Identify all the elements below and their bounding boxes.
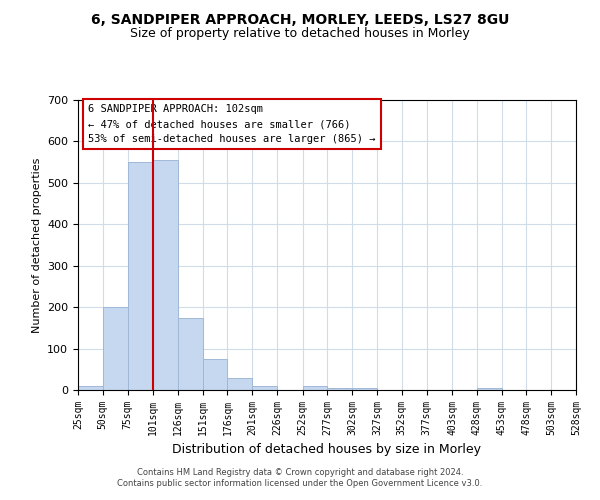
Bar	[252, 386, 277, 390]
Bar	[178, 318, 203, 390]
Bar	[128, 162, 153, 390]
X-axis label: Distribution of detached houses by size in Morley: Distribution of detached houses by size …	[173, 444, 482, 456]
Text: 6 SANDPIPER APPROACH: 102sqm
← 47% of detached houses are smaller (766)
53% of s: 6 SANDPIPER APPROACH: 102sqm ← 47% of de…	[88, 104, 376, 144]
Y-axis label: Number of detached properties: Number of detached properties	[32, 158, 41, 332]
Bar	[103, 307, 128, 390]
Bar	[227, 378, 252, 390]
Bar	[153, 160, 178, 390]
Text: Contains HM Land Registry data © Crown copyright and database right 2024.
Contai: Contains HM Land Registry data © Crown c…	[118, 468, 482, 487]
Text: 6, SANDPIPER APPROACH, MORLEY, LEEDS, LS27 8GU: 6, SANDPIPER APPROACH, MORLEY, LEEDS, LS…	[91, 12, 509, 26]
Text: Size of property relative to detached houses in Morley: Size of property relative to detached ho…	[130, 28, 470, 40]
Bar	[78, 386, 103, 390]
Bar	[328, 388, 352, 390]
Bar	[352, 388, 377, 390]
Bar	[203, 359, 227, 390]
Bar	[477, 388, 502, 390]
Bar	[303, 386, 328, 390]
